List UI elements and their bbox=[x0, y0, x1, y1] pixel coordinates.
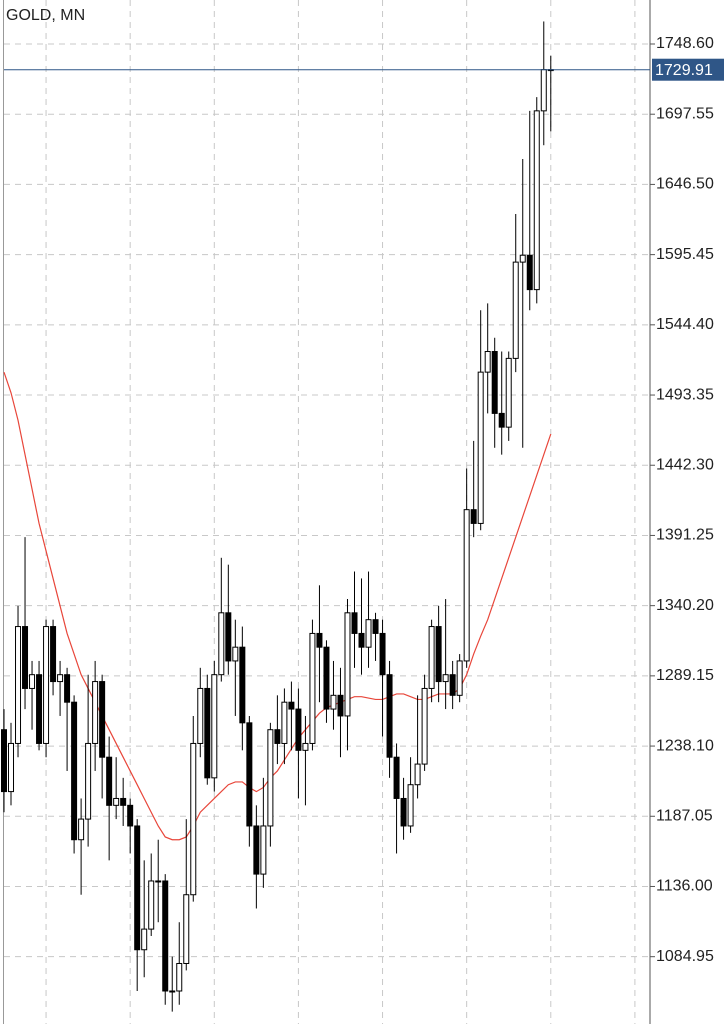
candle-body bbox=[393, 756, 400, 799]
last-price-label: 1729.91 bbox=[655, 62, 713, 79]
y-tick-label: 1238.10 bbox=[656, 737, 714, 754]
y-tick-label: 1136.00 bbox=[656, 878, 713, 895]
candle-body bbox=[8, 742, 15, 793]
candle-body bbox=[267, 729, 274, 827]
candle-body bbox=[106, 756, 113, 806]
candle-body bbox=[505, 357, 512, 428]
candle-body bbox=[323, 646, 330, 710]
candle-body bbox=[43, 626, 50, 744]
y-tick-label: 1084.95 bbox=[656, 948, 714, 965]
candle-body bbox=[386, 674, 393, 758]
y-tick-label: 1391.25 bbox=[656, 527, 714, 544]
candle-body bbox=[316, 632, 323, 648]
candle-body bbox=[365, 619, 372, 648]
candle-body bbox=[421, 687, 428, 765]
candle-body bbox=[99, 681, 106, 758]
candle-body bbox=[127, 804, 134, 827]
candle-body bbox=[64, 674, 71, 703]
candle-body bbox=[442, 674, 449, 683]
candle-body bbox=[246, 722, 253, 827]
candle-body bbox=[344, 612, 351, 717]
candle-body bbox=[351, 612, 358, 634]
candle-body bbox=[211, 674, 218, 779]
candle-body bbox=[78, 818, 85, 841]
candle-body bbox=[449, 674, 456, 696]
candle-body bbox=[218, 612, 225, 676]
candle-body bbox=[232, 646, 239, 662]
candle-body bbox=[148, 880, 155, 930]
candle-body bbox=[288, 701, 295, 710]
y-tick-label: 1544.40 bbox=[656, 316, 714, 333]
candle-body bbox=[22, 626, 29, 689]
candle-body bbox=[470, 509, 477, 524]
y-tick-label: 1697.55 bbox=[656, 105, 714, 122]
last-price-box bbox=[652, 58, 724, 81]
candle-body bbox=[141, 928, 148, 951]
y-tick-label: 1442.30 bbox=[656, 456, 714, 473]
candle-body bbox=[400, 797, 407, 827]
y-tick-label: 1646.50 bbox=[656, 176, 714, 193]
candle-body bbox=[281, 701, 288, 744]
candle-body bbox=[372, 619, 379, 634]
candle-body bbox=[169, 990, 176, 993]
candle-body bbox=[162, 880, 169, 992]
candle-body bbox=[36, 674, 43, 744]
candle-body bbox=[302, 742, 309, 751]
y-tick-label: 1187.05 bbox=[656, 807, 713, 824]
candle-body bbox=[512, 261, 519, 359]
candle-body bbox=[29, 674, 36, 689]
candle-body bbox=[337, 694, 344, 717]
candle-body bbox=[456, 660, 463, 696]
candle-body bbox=[253, 825, 260, 875]
candle-body bbox=[414, 763, 421, 786]
candle-body bbox=[463, 509, 470, 662]
y-tick-label: 1748.60 bbox=[656, 35, 714, 52]
candle-body bbox=[85, 742, 92, 820]
chart-title: GOLD, MN bbox=[6, 7, 85, 24]
candle-body bbox=[225, 612, 232, 662]
y-tick-label: 1289.15 bbox=[656, 667, 714, 684]
candle-body bbox=[540, 69, 547, 112]
candle-body bbox=[197, 687, 204, 744]
y-tick-label: 1340.20 bbox=[656, 597, 714, 614]
y-tick-label: 1493.35 bbox=[656, 386, 714, 403]
candle-body bbox=[274, 729, 281, 744]
candle-body bbox=[309, 632, 316, 744]
candle-body bbox=[358, 632, 365, 648]
candle-body bbox=[519, 254, 526, 263]
candle-body bbox=[484, 351, 491, 373]
candle-body bbox=[204, 687, 211, 779]
candle-body bbox=[120, 797, 127, 806]
candle-body bbox=[379, 632, 386, 676]
candle-body bbox=[190, 742, 197, 896]
candle-body bbox=[1, 729, 7, 793]
candle-body bbox=[533, 110, 540, 291]
candle-body bbox=[71, 701, 78, 841]
candle-body bbox=[435, 626, 442, 683]
y-tick-label: 1595.45 bbox=[656, 246, 714, 263]
candle-body bbox=[407, 784, 414, 827]
candle-body bbox=[15, 626, 22, 744]
candle-body bbox=[155, 880, 162, 883]
candle-body bbox=[176, 962, 183, 992]
candle-body bbox=[260, 825, 267, 875]
candle-body bbox=[295, 708, 302, 751]
candle-body bbox=[134, 825, 141, 951]
candle-body bbox=[330, 694, 337, 710]
candle-body bbox=[92, 681, 99, 744]
candle-body bbox=[113, 797, 120, 806]
candle-body bbox=[491, 351, 498, 414]
candle-body bbox=[526, 254, 533, 291]
candle-body bbox=[239, 646, 246, 724]
candle-body bbox=[50, 626, 57, 683]
candle-body bbox=[477, 371, 484, 524]
candle-body bbox=[57, 674, 64, 683]
candle-body bbox=[428, 626, 435, 689]
candle-body bbox=[498, 412, 505, 428]
candle-body bbox=[183, 894, 190, 964]
